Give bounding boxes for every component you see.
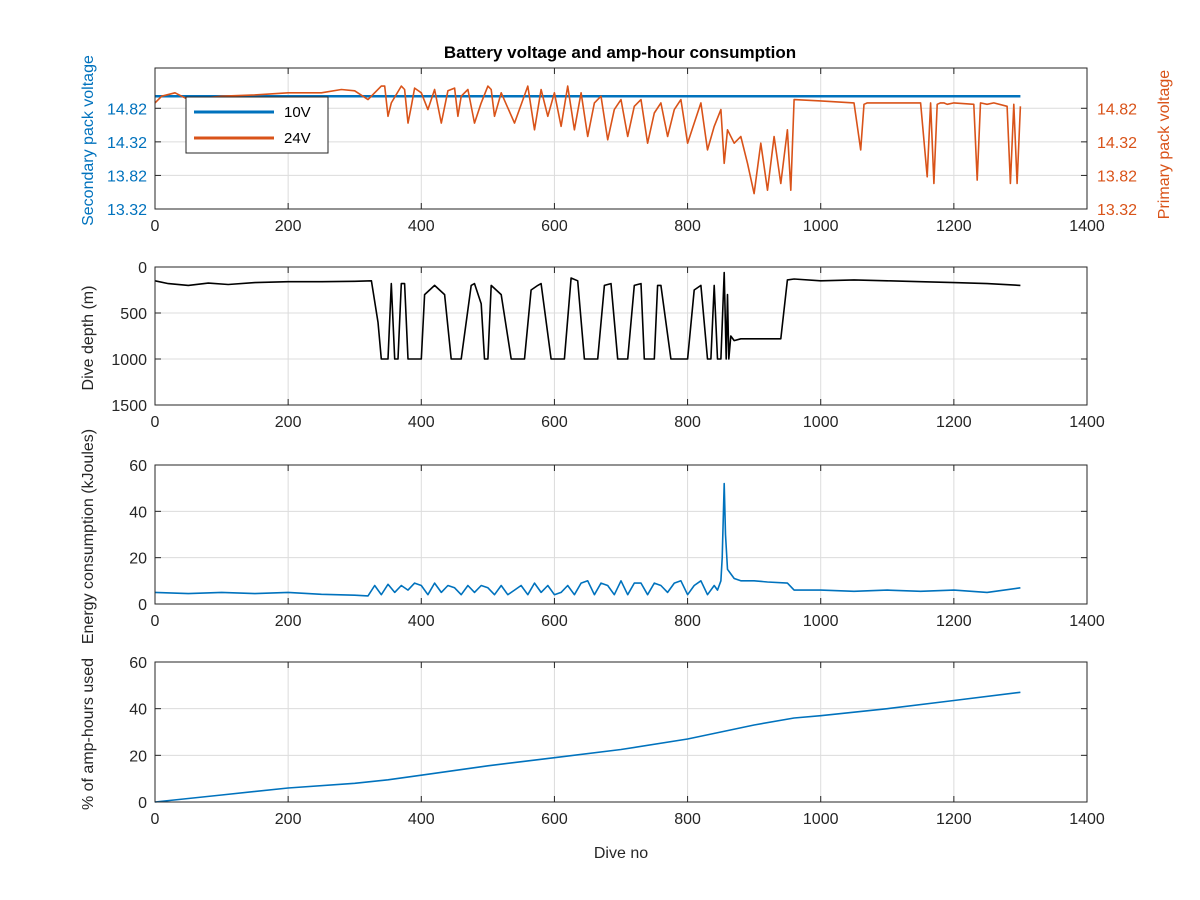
x-tick-label: 1400 [1069,414,1105,431]
y-tick-label: 0 [138,795,147,812]
x-tick-label: 1000 [803,613,839,630]
x-tick-label: 800 [674,414,701,431]
plot-area [155,662,1087,802]
y-axis-label: Energy consumption (kJoules) [80,429,97,644]
axes-frame [154,464,1088,605]
y-right-tick-label: 14.32 [1097,135,1137,152]
y-tick-label: 40 [129,504,147,521]
x-tick-label: 200 [275,613,302,630]
x-tick-label: 1200 [936,811,972,828]
y-right-tick-label: 13.32 [1097,202,1137,219]
y-tick-label: 60 [129,458,147,475]
x-tick-label: 800 [674,811,701,828]
y-axis-label: % of amp-hours used [80,658,97,810]
x-tick-label: 600 [541,218,568,235]
x-tick-label: 600 [541,811,568,828]
legend-label-24V: 24V [284,130,311,147]
figure-title: Battery voltage and amp-hour consumption [444,43,796,62]
y-right-tick-label: 13.82 [1097,168,1137,185]
y-axis-label: Secondary pack voltage [80,55,97,226]
x-tick-label: 400 [408,414,435,431]
x-tick-label: 0 [151,811,160,828]
panel-4: 0 200 400 600 800 1000 1200 1400 0 20 40 60 % of amp… [80,655,1105,862]
x-axis-label: Dive no [594,845,648,862]
y-tick-label: 40 [129,702,147,719]
series-line-3 [154,482,1021,597]
y-tick-label: 0 [138,260,147,277]
y-tick-label: 20 [129,748,147,765]
y-tick-label: 13.32 [107,202,147,219]
x-tick-label: 400 [408,218,435,235]
y-tick-label: 14.82 [107,101,147,118]
x-tick-label: 1400 [1069,613,1105,630]
y-right-tick-label: 14.82 [1097,101,1137,118]
axes-frame [154,266,1088,406]
series-line-24V [154,85,1022,195]
panel-2: 0 200 400 600 800 1000 1200 1400 0 500 1000 1500 Div… [80,260,1105,431]
axes-frame [154,67,1088,210]
y-axis-label: Dive depth (m) [80,286,97,391]
y-tick-label: 13.82 [107,168,147,185]
panel-3: 0 200 400 600 800 1000 1200 1400 0 20 40 60 Energy c… [80,429,1105,644]
x-tick-label: 1400 [1069,218,1105,235]
x-tick-label: 200 [275,811,302,828]
x-tick-label: 1000 [803,811,839,828]
x-tick-label: 600 [541,414,568,431]
y-tick-label: 60 [129,655,147,672]
x-tick-label: 200 [275,218,302,235]
plot-area [155,267,1087,405]
legend: 10V 24V [185,96,329,154]
series-line-2 [154,271,1021,360]
x-tick-label: 1400 [1069,811,1105,828]
y-tick-label: 500 [120,306,147,323]
legend-label-10V: 10V [284,104,311,121]
x-tick-label: 0 [151,613,160,630]
x-tick-label: 1200 [936,218,972,235]
series-line-4 [154,691,1021,803]
x-tick-label: 1200 [936,414,972,431]
x-tick-label: 1000 [803,414,839,431]
x-tick-label: 400 [408,811,435,828]
y-tick-label: 1500 [111,398,147,415]
x-tick-label: 0 [151,218,160,235]
y-right-axis-label: Primary pack voltage [1156,70,1173,219]
y-tick-label: 1000 [111,352,147,369]
x-tick-label: 0 [151,414,160,431]
panel-1: 0 200 400 600 800 1000 1200 140013.3213.8214.32… [80,55,1173,235]
legend-box [185,96,329,154]
x-tick-label: 800 [674,613,701,630]
y-tick-label: 20 [129,551,147,568]
panels: 0 200 400 600 800 1000 1200 140013.3213.8214.32… [80,55,1173,862]
x-tick-label: 1000 [803,218,839,235]
x-tick-label: 600 [541,613,568,630]
x-tick-label: 1200 [936,613,972,630]
x-tick-label: 800 [674,218,701,235]
plot-area [155,465,1087,604]
axes-frame [154,661,1088,803]
x-tick-label: 400 [408,613,435,630]
y-tick-label: 14.32 [107,135,147,152]
x-tick-label: 200 [275,414,302,431]
y-tick-label: 0 [138,597,147,614]
